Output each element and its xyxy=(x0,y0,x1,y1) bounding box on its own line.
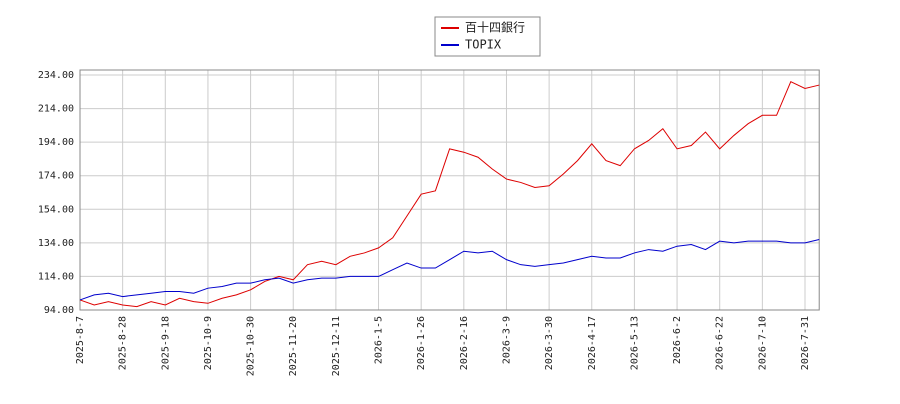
series-line xyxy=(79,81,820,308)
x-tick-label: 2026-2-16 xyxy=(459,316,470,370)
x-tick-label: 2025-10-9 xyxy=(203,316,214,370)
y-tick-label: 154.00 xyxy=(38,204,74,215)
x-tick-label: 2026-1-26 xyxy=(416,316,427,370)
series-line xyxy=(79,239,820,301)
legend-label: TOPIX xyxy=(465,38,502,52)
y-tick-label: 134.00 xyxy=(38,238,74,249)
x-tick-label: 2026-7-10 xyxy=(757,316,768,370)
y-tick-label: 214.00 xyxy=(38,104,74,115)
x-tick-label: 2026-5-13 xyxy=(629,316,640,370)
x-tick-label: 2025-12-11 xyxy=(331,316,342,376)
x-tick-label: 2025-11-20 xyxy=(288,316,299,376)
x-tick-label: 2026-4-17 xyxy=(587,316,598,370)
x-tick-label: 2026-1-5 xyxy=(374,316,385,364)
x-tick-label: 2026-7-31 xyxy=(800,316,811,370)
x-tick-label: 2025-10-30 xyxy=(246,316,257,376)
y-tick-label: 114.00 xyxy=(38,271,74,282)
y-tick-label: 234.00 xyxy=(38,70,74,81)
legend-box xyxy=(434,16,541,57)
x-tick-label: 2025-8-28 xyxy=(118,316,129,370)
x-tick-label: 2026-3-9 xyxy=(501,316,512,364)
plot-frame xyxy=(79,69,820,311)
x-tick-label: 2026-3-30 xyxy=(544,316,555,370)
x-tick-label: 2026-6-2 xyxy=(672,316,683,364)
y-tick-label: 174.00 xyxy=(38,171,74,182)
x-tick-label: 2026-6-22 xyxy=(715,316,726,370)
legend-label: 百十四銀行 xyxy=(465,21,525,35)
y-tick-label: 94.00 xyxy=(44,305,74,316)
x-tick-label: 2025-8-7 xyxy=(75,316,86,364)
x-tick-label: 2025-9-18 xyxy=(160,316,171,370)
y-tick-label: 194.00 xyxy=(38,137,74,148)
